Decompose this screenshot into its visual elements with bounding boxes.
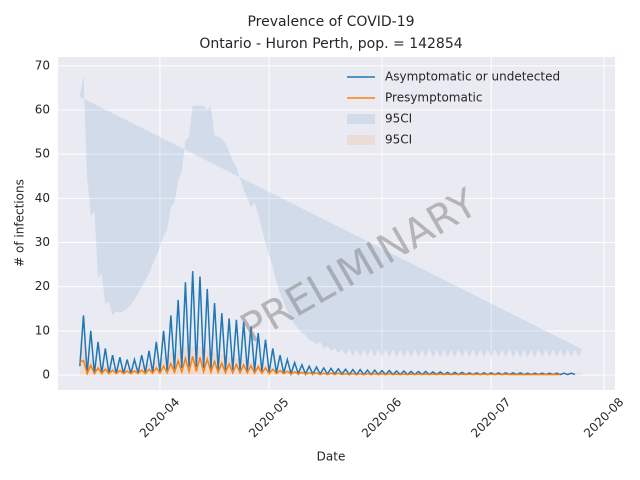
legend-label: 95CI xyxy=(385,112,412,126)
y-tick-label: 40 xyxy=(35,191,50,205)
x-tick-label: 2020-05 xyxy=(246,395,291,440)
y-tick-label: 10 xyxy=(35,323,50,337)
legend-label: Presymptomatic xyxy=(385,91,482,105)
y-tick-label: 70 xyxy=(35,58,50,72)
y-axis-label: # of infections xyxy=(13,179,27,267)
legend: Asymptomatic or undetected Presymptomatic… xyxy=(347,70,560,147)
x-tick-label: 2020-04 xyxy=(137,395,182,440)
y-tick-label: 60 xyxy=(35,102,50,116)
plot-area xyxy=(58,57,615,390)
legend-swatch xyxy=(347,135,375,145)
x-axis-label: Date xyxy=(317,450,346,464)
legend-label: 95CI xyxy=(385,133,412,147)
y-tick-label: 20 xyxy=(35,279,50,293)
chart-title: Prevalence of COVID-19 xyxy=(247,14,414,30)
x-tick-label: 2020-07 xyxy=(468,395,513,440)
ci-band xyxy=(79,74,583,358)
y-tick-label: 30 xyxy=(35,235,50,249)
legend-label: Asymptomatic or undetected xyxy=(385,70,560,84)
y-tick-label: 50 xyxy=(35,147,50,161)
series-line xyxy=(79,355,561,376)
chart-subtitle: Ontario - Huron Perth, pop. = 142854 xyxy=(199,36,462,52)
legend-swatch xyxy=(347,114,375,124)
marks xyxy=(79,74,583,377)
x-tick-label: 2020-06 xyxy=(359,395,404,440)
x-tick-label: 2020-08 xyxy=(581,395,626,440)
y-tick-label: 0 xyxy=(42,367,50,381)
